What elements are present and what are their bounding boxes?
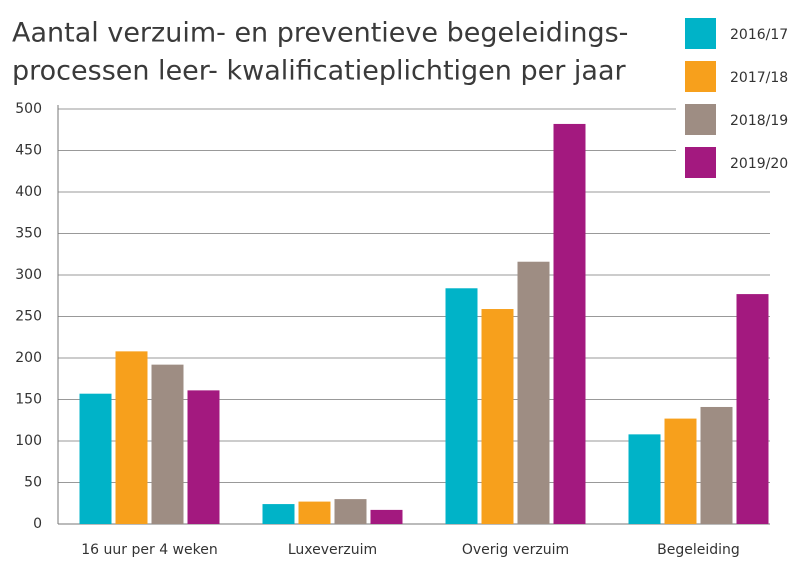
y-tick-label: 500 [15,101,42,117]
x-tick-label: Begeleiding [657,542,740,558]
bar [481,309,514,524]
x-tick-label: 16 uur per 4 weken [81,542,217,558]
y-tick-label: 400 [15,184,42,200]
bar [628,434,661,524]
bar [445,288,478,524]
bar [298,501,331,524]
bar [700,406,733,524]
y-tick-label: 250 [15,309,42,325]
legend-label: 2016/17 [730,27,788,43]
y-tick-label: 50 [24,475,42,491]
legend-label: 2018/19 [730,113,788,129]
legend-swatch [685,61,716,92]
y-tick-label: 200 [15,350,42,366]
legend-label: 2019/20 [730,156,788,172]
bar [334,499,367,524]
y-tick-label: 0 [33,516,42,532]
bar [262,504,295,524]
y-tick-label: 100 [15,433,42,449]
legend-label: 2017/18 [730,70,788,86]
bar [370,509,403,524]
bar [79,393,112,524]
legend-swatch [685,18,716,49]
bar [553,123,586,524]
bar [151,364,184,524]
bar [517,261,550,524]
x-tick-label: Overig verzuim [462,542,569,558]
legend-swatch [685,104,716,135]
y-tick-label: 300 [15,267,42,283]
y-tick-label: 150 [15,392,42,408]
chart-title: processen leer- kwalificatieplichtigen p… [12,56,627,87]
x-tick-label: Luxeverzuim [288,542,377,558]
y-tick-label: 350 [15,226,42,242]
y-tick-label: 450 [15,143,42,159]
bar [736,294,769,524]
bar [664,418,697,524]
legend-swatch [685,147,716,178]
bar [115,351,148,524]
bar [187,390,220,524]
chart-title: Aantal verzuim- en preventieve begeleidi… [12,18,628,49]
